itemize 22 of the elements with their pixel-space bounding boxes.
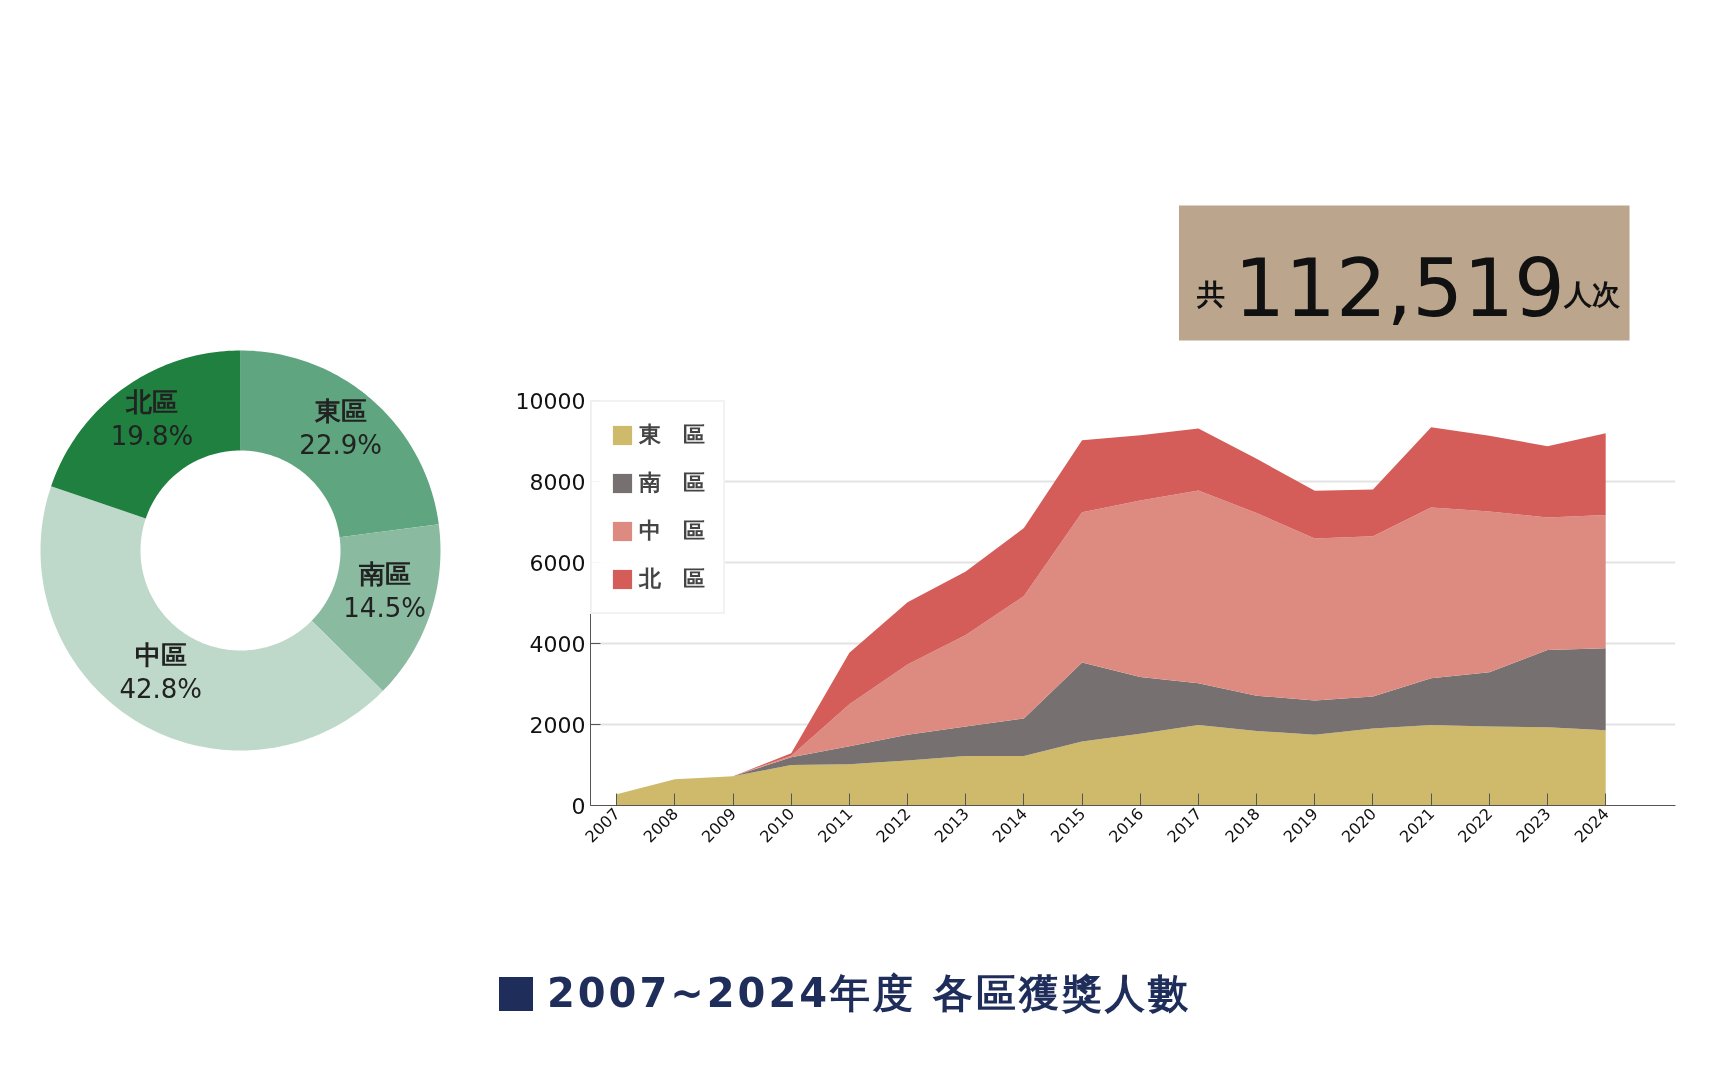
text: 2007~2024年度 各區獲獎人數: [545, 969, 1193, 1018]
y-tick-label: 4000: [529, 631, 586, 657]
legend-label: 東 區: [639, 421, 705, 449]
text: 共: [1196, 277, 1226, 311]
text: 112,519: [1234, 241, 1565, 335]
y-tick-label: 0: [571, 793, 586, 819]
data-label: 42.8%: [119, 673, 202, 704]
data-label: 14.5%: [343, 592, 426, 623]
slice-label: 中區: [134, 639, 187, 670]
data-label: 19.8%: [110, 420, 194, 451]
legend-label: 中 區: [639, 517, 705, 545]
y-tick-label: 8000: [529, 469, 586, 495]
text: 人次: [1563, 277, 1622, 311]
y-tick-label: 6000: [529, 550, 586, 576]
data-label: 22.9%: [299, 430, 382, 461]
y-tick-label: 10000: [515, 388, 586, 414]
legend-label: 南 區: [639, 469, 705, 497]
legend-label: 北 區: [639, 565, 705, 593]
slice-label: 北區: [124, 386, 178, 417]
slice-label: 東區: [313, 396, 367, 427]
y-tick-label: 2000: [529, 712, 586, 738]
slice-label: 南區: [357, 558, 411, 589]
